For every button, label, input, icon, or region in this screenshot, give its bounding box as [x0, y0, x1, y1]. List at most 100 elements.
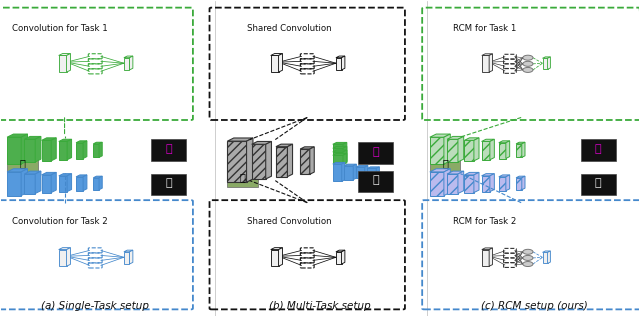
Text: Convolution for Task 1: Convolution for Task 1	[12, 24, 108, 33]
Polygon shape	[458, 171, 464, 194]
Text: (c) RCM setup (ours): (c) RCM setup (ours)	[481, 301, 588, 311]
Polygon shape	[24, 139, 35, 162]
Polygon shape	[516, 178, 522, 190]
Polygon shape	[99, 142, 102, 158]
Polygon shape	[59, 248, 70, 249]
Polygon shape	[490, 174, 494, 192]
Polygon shape	[42, 138, 56, 140]
Bar	[151, 174, 186, 195]
Polygon shape	[310, 147, 314, 174]
Polygon shape	[465, 172, 479, 175]
Polygon shape	[344, 166, 353, 180]
Text: RCM for Task 1: RCM for Task 1	[453, 24, 516, 33]
Polygon shape	[59, 55, 67, 72]
Polygon shape	[376, 167, 380, 177]
Polygon shape	[287, 144, 292, 177]
Polygon shape	[124, 58, 129, 70]
Polygon shape	[93, 176, 102, 178]
Circle shape	[523, 262, 533, 267]
Polygon shape	[333, 142, 347, 144]
Polygon shape	[333, 146, 347, 148]
Polygon shape	[482, 249, 489, 266]
Text: 🐎: 🐎	[442, 158, 448, 168]
Polygon shape	[7, 172, 21, 196]
Bar	[7, 153, 38, 173]
Polygon shape	[83, 175, 87, 191]
Polygon shape	[333, 148, 343, 164]
Polygon shape	[356, 165, 368, 167]
Polygon shape	[367, 168, 376, 177]
Polygon shape	[499, 141, 509, 143]
Polygon shape	[24, 136, 41, 139]
Polygon shape	[365, 165, 368, 178]
Polygon shape	[99, 176, 102, 190]
Polygon shape	[336, 250, 345, 252]
Polygon shape	[430, 137, 444, 164]
Polygon shape	[67, 54, 70, 72]
Polygon shape	[465, 138, 479, 140]
Bar	[151, 139, 186, 161]
Polygon shape	[300, 149, 310, 174]
Polygon shape	[481, 139, 494, 141]
Polygon shape	[67, 248, 70, 266]
Polygon shape	[67, 139, 72, 160]
Polygon shape	[516, 144, 522, 158]
Polygon shape	[548, 57, 550, 69]
Bar	[580, 139, 616, 161]
Polygon shape	[93, 144, 99, 158]
Polygon shape	[522, 176, 525, 190]
Polygon shape	[506, 141, 509, 158]
Polygon shape	[336, 56, 345, 58]
Polygon shape	[271, 249, 278, 266]
Polygon shape	[506, 175, 509, 191]
Polygon shape	[333, 164, 342, 181]
Polygon shape	[35, 136, 41, 162]
Polygon shape	[227, 138, 253, 141]
Polygon shape	[516, 176, 525, 178]
Polygon shape	[465, 175, 474, 193]
Text: 🐎: 🐎	[19, 158, 26, 168]
Polygon shape	[59, 174, 72, 176]
Text: 🐎: 🐎	[595, 178, 602, 189]
Polygon shape	[7, 137, 21, 164]
Polygon shape	[246, 138, 253, 182]
Polygon shape	[342, 56, 345, 70]
Polygon shape	[271, 54, 282, 55]
Polygon shape	[129, 56, 133, 70]
Polygon shape	[24, 171, 41, 174]
Polygon shape	[271, 248, 282, 249]
Polygon shape	[499, 175, 509, 177]
Polygon shape	[343, 150, 347, 164]
Polygon shape	[42, 140, 51, 161]
Circle shape	[523, 61, 533, 66]
Polygon shape	[266, 141, 271, 179]
Bar	[430, 153, 461, 173]
Polygon shape	[430, 134, 451, 137]
Polygon shape	[333, 152, 343, 164]
Polygon shape	[129, 250, 133, 264]
Polygon shape	[35, 171, 41, 194]
Polygon shape	[124, 56, 133, 58]
Polygon shape	[276, 147, 287, 177]
Polygon shape	[42, 175, 51, 193]
Polygon shape	[353, 164, 356, 180]
Polygon shape	[447, 174, 458, 194]
Polygon shape	[21, 134, 28, 164]
Polygon shape	[124, 250, 133, 252]
Text: Convolution for Task 2: Convolution for Task 2	[12, 217, 108, 226]
Polygon shape	[543, 57, 550, 58]
Polygon shape	[356, 167, 365, 178]
Polygon shape	[447, 139, 458, 162]
Polygon shape	[490, 139, 494, 160]
Polygon shape	[367, 167, 380, 168]
Polygon shape	[76, 175, 87, 177]
Polygon shape	[430, 172, 444, 196]
Polygon shape	[336, 58, 342, 70]
Polygon shape	[336, 252, 342, 264]
Polygon shape	[447, 171, 464, 174]
Polygon shape	[93, 142, 102, 144]
Polygon shape	[489, 248, 493, 266]
Text: Shared Convolution: Shared Convolution	[246, 24, 331, 33]
Polygon shape	[481, 174, 494, 176]
Polygon shape	[7, 134, 28, 137]
